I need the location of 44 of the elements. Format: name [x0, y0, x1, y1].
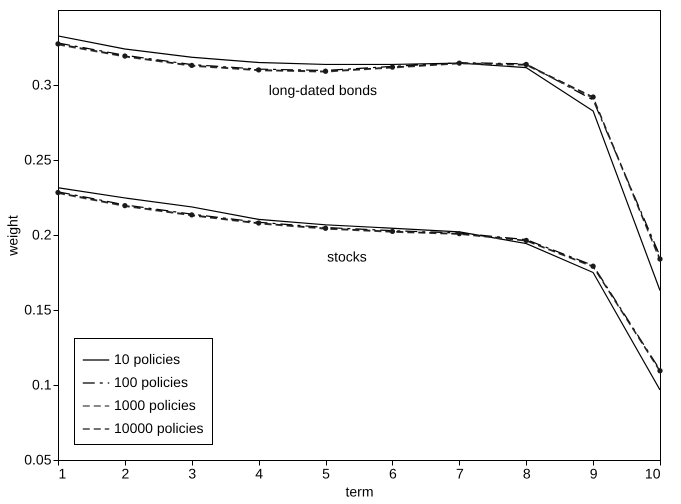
point [122, 53, 128, 59]
point [657, 256, 663, 262]
legend-label: 100 policies [114, 374, 188, 390]
x-tick-label: 8 [522, 466, 531, 482]
point [590, 264, 596, 269]
x-tick-label: 5 [322, 466, 330, 482]
point [456, 60, 462, 66]
x-tick-label: 4 [255, 466, 264, 482]
annotation: stocks [327, 248, 367, 264]
point [322, 68, 328, 74]
y-tick-label: 0.25 [24, 152, 52, 168]
point [189, 62, 194, 68]
x-tick-label: 9 [590, 466, 598, 482]
x-tick-label: 1 [58, 466, 66, 482]
x-tick-label: 7 [456, 466, 464, 482]
point [256, 220, 262, 226]
x-tick-label: 10 [644, 466, 661, 482]
x-tick-label: 3 [188, 466, 196, 482]
point [322, 226, 328, 231]
x-axis-title: term [346, 484, 374, 500]
x-tick-label: 6 [389, 466, 398, 482]
point [390, 228, 396, 234]
y-axis-title: weight [4, 215, 20, 257]
x-tick-label: 2 [121, 466, 130, 482]
annotation: long-dated bonds [268, 82, 377, 98]
legend-label: 10 policies [114, 351, 180, 367]
point [122, 202, 128, 208]
y-tick-label: 0.1 [32, 376, 52, 392]
point [657, 368, 663, 374]
y-tick-label: 0.15 [24, 302, 52, 318]
point [524, 238, 529, 244]
point [390, 64, 396, 70]
point [456, 231, 462, 236]
legend-label: 1000 policies [114, 397, 196, 413]
point [55, 41, 61, 47]
point [590, 94, 596, 100]
y-tick-label: 0.3 [32, 76, 52, 92]
point [524, 62, 529, 68]
point [189, 212, 194, 218]
point [55, 190, 61, 196]
legend-label: 10000 policies [114, 420, 204, 436]
point [256, 67, 262, 72]
y-tick-label: 0.2 [32, 226, 52, 242]
y-tick-label: 0.05 [24, 452, 52, 468]
